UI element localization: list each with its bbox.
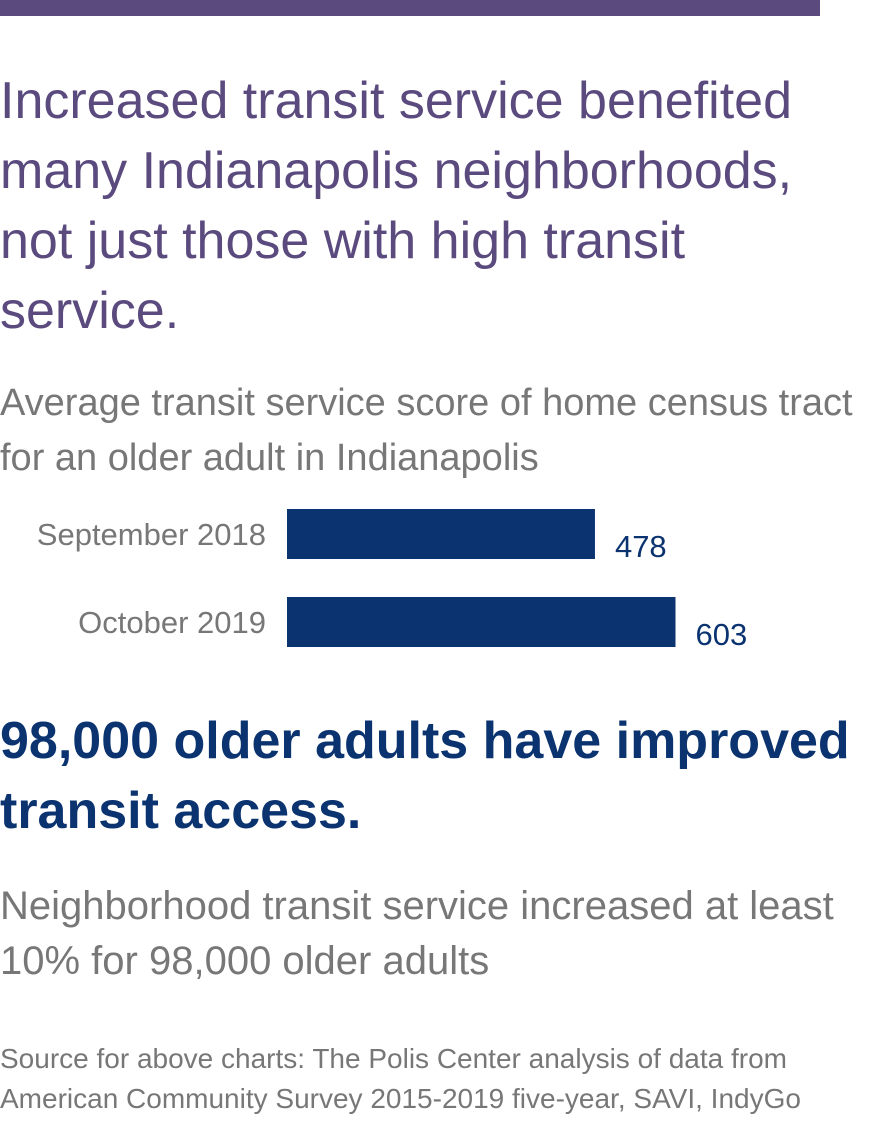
category-label: October 2019	[78, 605, 266, 640]
bar	[287, 509, 595, 559]
top-accent-bar	[0, 0, 820, 16]
headline: Increased transit service benefited many…	[0, 72, 793, 340]
chart-title: Average transit service score of home ce…	[0, 382, 853, 479]
data-label: 478	[615, 529, 667, 564]
bar	[287, 597, 676, 647]
stat-headline: 98,000 older adults have improved transi…	[0, 712, 850, 840]
data-label: 603	[695, 617, 747, 652]
bar-chart: September 2018 478 October 2019 603	[37, 509, 747, 652]
source-note: Source for above charts: The Polis Cente…	[0, 1043, 801, 1114]
stat-detail: Neighborhood transit service increased a…	[0, 884, 834, 983]
category-label: September 2018	[37, 517, 266, 552]
